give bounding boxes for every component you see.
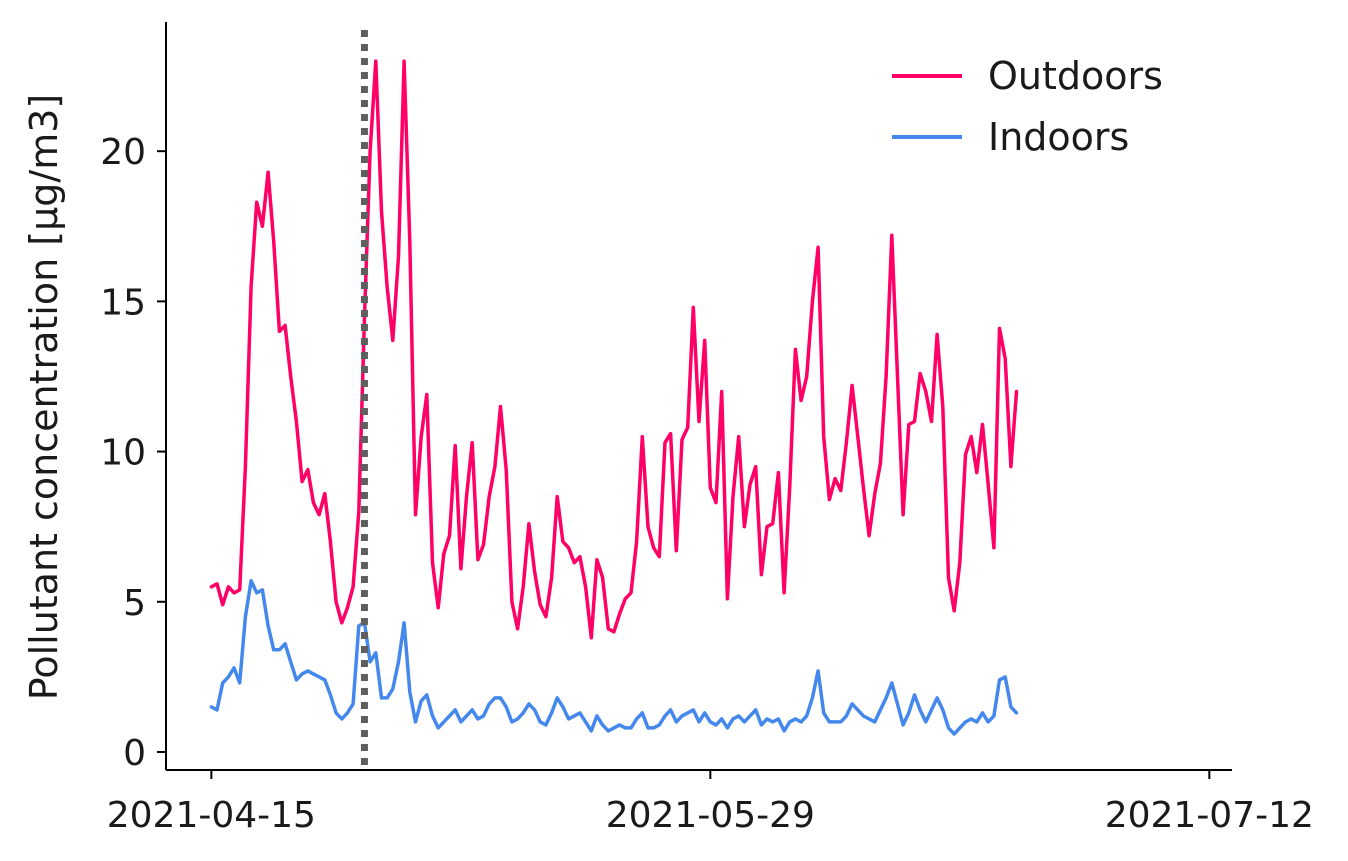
series-line-indoors (209, 578, 1019, 736)
y-tick-label: 20 (100, 132, 146, 173)
x-tick-label: 2021-04-15 (107, 795, 316, 836)
series-line-outdoors (209, 59, 1019, 640)
y-tick-label: 0 (123, 733, 146, 774)
y-axis-label: Pollutant concentration [µg/m3] (22, 94, 66, 700)
x-axis-ticks: 2021-04-15 2021-05-29 2021-07-12 (107, 770, 1314, 836)
y-axis-ticks: 0 5 10 15 20 (100, 132, 166, 774)
legend-label: Indoors (988, 115, 1129, 159)
legend-label: Outdoors (988, 54, 1163, 98)
legend: Outdoors Indoors (892, 54, 1163, 159)
series-layer (209, 59, 1019, 736)
y-tick-label: 5 (123, 583, 146, 624)
x-tick-label: 2021-07-12 (1105, 795, 1314, 836)
x-tick-label: 2021-05-29 (606, 795, 815, 836)
y-tick-label: 10 (100, 433, 146, 474)
y-tick-label: 15 (100, 282, 146, 323)
